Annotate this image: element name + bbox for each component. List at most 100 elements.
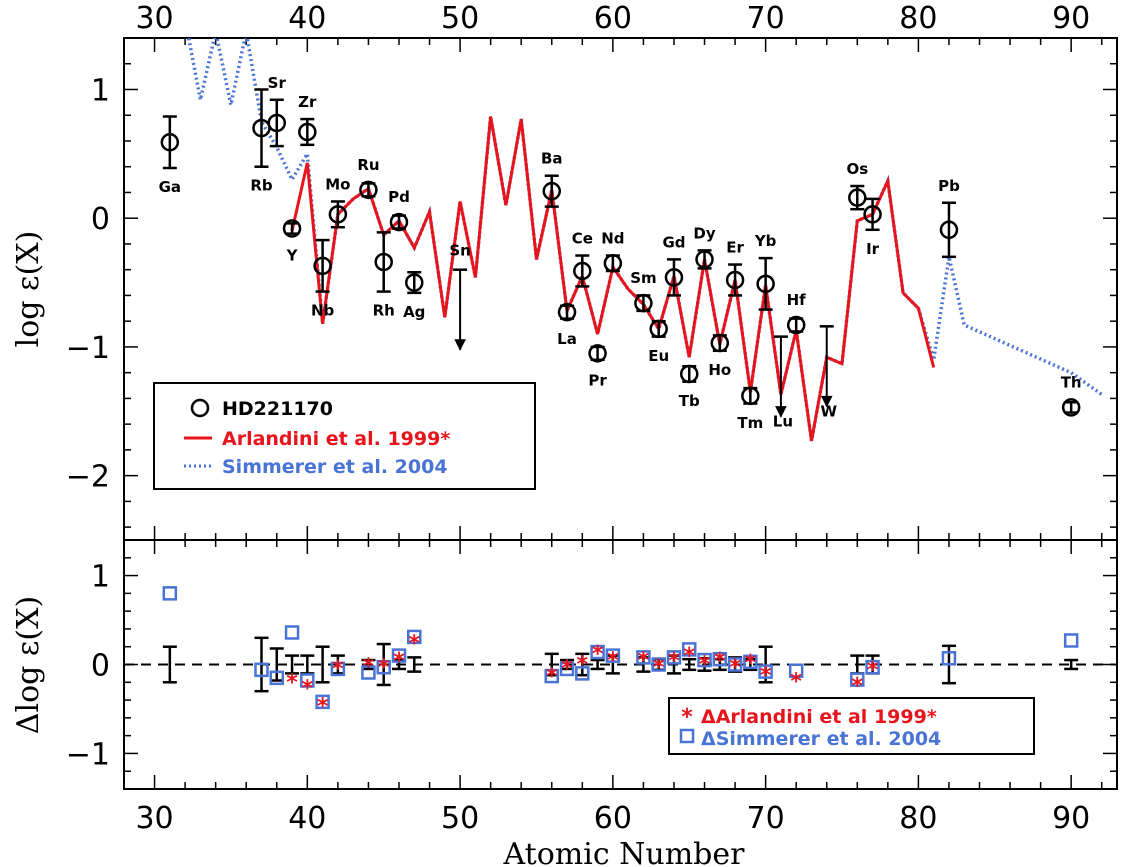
arlandini-residual-point: * bbox=[607, 648, 619, 673]
element-label-Yb: Yb bbox=[754, 232, 777, 250]
element-label-W: W bbox=[820, 402, 837, 420]
arlandini-residual-point: * bbox=[393, 649, 405, 674]
observed-point-La bbox=[557, 302, 577, 322]
element-label-Gd: Gd bbox=[662, 233, 685, 251]
element-label-Y: Y bbox=[286, 247, 299, 265]
arlandini-residual-point: * bbox=[378, 655, 390, 680]
y-tick-label-top: 0 bbox=[91, 202, 110, 237]
simmerer-residual-point bbox=[391, 648, 407, 663]
x-tick-label-top: 50 bbox=[441, 1, 479, 36]
x-tick-label-bottom: 70 bbox=[747, 801, 785, 836]
simmerer-curve bbox=[186, 38, 1103, 442]
x-tick-label-top: 40 bbox=[288, 1, 326, 36]
element-label-Nd: Nd bbox=[601, 229, 624, 247]
arlandini-residual-point: * bbox=[638, 648, 650, 673]
observed-point-Ru bbox=[359, 180, 378, 200]
element-label-Pd: Pd bbox=[388, 188, 410, 206]
observed-point-Zr bbox=[298, 122, 317, 142]
arlandini-residual-point: * bbox=[867, 658, 879, 683]
x-tick-label-top: 70 bbox=[747, 1, 785, 36]
simmerer-residual-point bbox=[1063, 633, 1079, 648]
upper-limit-arrowhead bbox=[820, 395, 833, 408]
arlandini-residual-point: * bbox=[561, 656, 573, 681]
observed-point-Nd bbox=[603, 254, 623, 273]
x-tick-label-bottom: 50 bbox=[441, 801, 479, 836]
simmerer-residual-point bbox=[697, 652, 712, 668]
simmerer-residual-point bbox=[284, 625, 300, 640]
y-tick-label-bottom: 0 bbox=[91, 649, 110, 684]
observed-point-Ir bbox=[863, 205, 882, 224]
residual-markers: * *** * * *** * * * * * * * * * * * * * * ** bbox=[162, 586, 1079, 720]
element-label-Ga: Ga bbox=[159, 178, 181, 196]
arlandini-residual-point: * bbox=[699, 653, 711, 678]
simmerer-residual-point bbox=[636, 650, 651, 665]
simmerer-residual-point bbox=[575, 666, 590, 681]
element-label-Ag: Ag bbox=[403, 303, 425, 321]
upper-limit-arrowhead bbox=[775, 406, 787, 418]
observed-point-Ba bbox=[542, 181, 562, 201]
observed-point-Pr bbox=[588, 344, 607, 363]
arlandini-residual-point: * bbox=[852, 674, 864, 699]
element-label-Dy: Dy bbox=[693, 224, 715, 242]
legend-label-delta-simmerer: ΔSimmerer et al. 2004 bbox=[701, 728, 941, 750]
simmerer-residual-point bbox=[743, 654, 758, 670]
observed-point-Y bbox=[282, 219, 302, 238]
element-label-Rb: Rb bbox=[250, 177, 273, 195]
x-tick-label-top: 60 bbox=[594, 1, 632, 36]
y-tick-label-top: −1 bbox=[66, 331, 110, 366]
arlandini-residual-point: * bbox=[363, 655, 375, 680]
simmerer-residual-point bbox=[712, 651, 728, 667]
residual-panel-ticks: 1 0 −1 bbox=[66, 540, 1117, 789]
simmerer-residual-point bbox=[788, 663, 804, 678]
y-tick-label-bottom: −1 bbox=[66, 737, 110, 772]
element-label-Rh: Rh bbox=[373, 302, 395, 320]
arlandini-residual-point: * bbox=[683, 644, 695, 669]
simmerer-residual-point bbox=[376, 659, 391, 675]
x-tick-label-top: 80 bbox=[899, 1, 937, 36]
observed-point-Hf bbox=[786, 315, 806, 335]
element-label-Sr: Sr bbox=[268, 74, 287, 92]
simmerer-residual-point bbox=[681, 642, 697, 657]
element-label-Zr: Zr bbox=[298, 93, 317, 111]
element-label-Sn: Sn bbox=[449, 242, 470, 260]
simmerer-residual-point bbox=[590, 644, 605, 660]
element-labels: Ga Rb Sr Y Zr Nb Mo Ru Rh Pd Ag Ba La Ce Pr Nd Sm Eu Gd Tb D… bbox=[159, 74, 1082, 432]
simmerer-residual-point bbox=[361, 665, 376, 680]
y-tick-label-top: −2 bbox=[66, 460, 110, 495]
abundance-panel-ticks: 1 0 −1 −2 bbox=[66, 38, 1117, 540]
observed-point-Sm bbox=[634, 293, 653, 313]
element-label-Ho: Ho bbox=[708, 361, 731, 379]
simmerer-residual-point bbox=[758, 664, 773, 679]
element-label-Tb: Tb bbox=[679, 392, 700, 410]
observed-point-Ag bbox=[405, 273, 424, 292]
observed-point-Rh bbox=[374, 252, 393, 272]
x-tick-label-bottom: 80 bbox=[899, 801, 937, 836]
simmerer-residual-point bbox=[850, 672, 865, 687]
legend-square-marker bbox=[679, 728, 695, 744]
simmerer-residual-point bbox=[865, 659, 880, 675]
observed-point-Sr bbox=[267, 113, 287, 133]
x-tick-label-bottom: 30 bbox=[135, 801, 173, 836]
x-tick-label-top: 90 bbox=[1052, 1, 1090, 36]
simmerer-residual-point bbox=[651, 657, 666, 672]
residual-legend: * ΔArlandini et al 1999* ΔSimmerer et al… bbox=[668, 697, 1035, 755]
element-label-Eu: Eu bbox=[648, 347, 669, 365]
element-label-La: La bbox=[557, 330, 577, 348]
element-label-Tm: Tm bbox=[737, 414, 763, 432]
x-tick-label-bottom: 40 bbox=[288, 801, 326, 836]
observed-point-Ga bbox=[160, 133, 180, 152]
y-axis-title-top: log ε(X) bbox=[11, 231, 46, 348]
simmerer-residual-point bbox=[941, 651, 957, 666]
element-label-Ba: Ba bbox=[541, 150, 563, 168]
simmerer-residual-point bbox=[269, 670, 285, 686]
observed-point-Ho bbox=[710, 333, 730, 353]
arlandini-residual-point: * bbox=[546, 664, 558, 689]
x-tick-label-top: 30 bbox=[135, 1, 173, 36]
observed-point-Pb bbox=[939, 220, 959, 240]
element-label-Ir: Ir bbox=[866, 240, 880, 258]
element-label-Mo: Mo bbox=[325, 175, 350, 193]
element-label-Er: Er bbox=[726, 239, 744, 257]
observed-point-Eu bbox=[649, 319, 668, 339]
observed-point-Er bbox=[725, 270, 745, 290]
